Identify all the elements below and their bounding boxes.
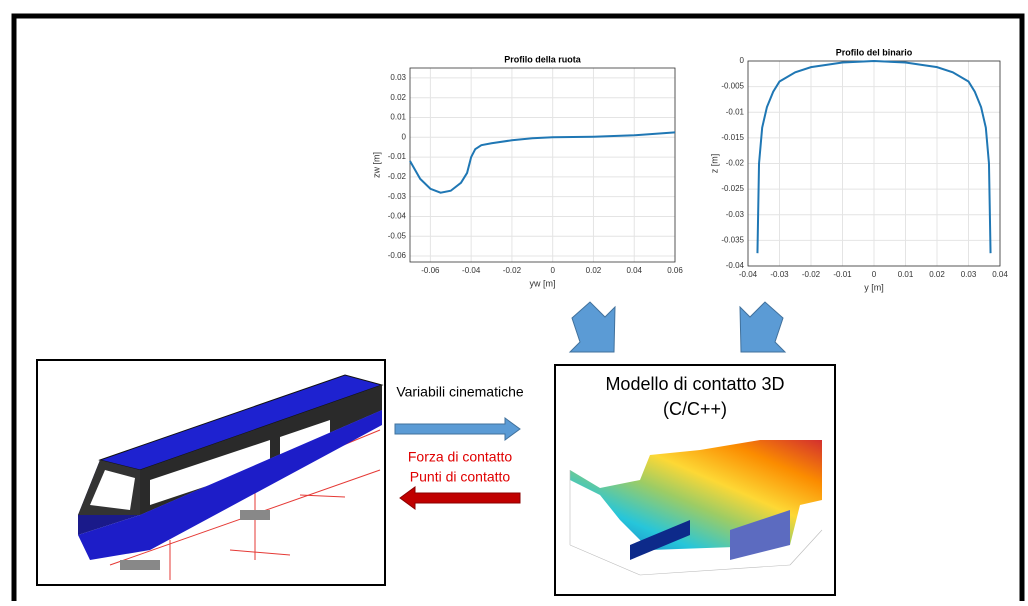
y-tick-label: -0.02 xyxy=(388,172,407,181)
y-tick-label: -0.01 xyxy=(726,107,745,116)
y-tick-label: -0.01 xyxy=(388,152,407,161)
arrow-down xyxy=(570,302,615,352)
y-axis-label: zw [m] xyxy=(371,152,381,178)
x-tick-label: -0.03 xyxy=(770,270,789,279)
y-tick-label: -0.025 xyxy=(721,184,744,193)
x-tick-label: -0.06 xyxy=(421,266,440,275)
arrow-left xyxy=(400,487,520,509)
y-axis-label: z [m] xyxy=(709,154,719,174)
x-tick-label: -0.01 xyxy=(833,270,852,279)
x-tick-label: 0 xyxy=(550,266,555,275)
y-tick-label: -0.035 xyxy=(721,235,744,244)
y-tick-label: -0.03 xyxy=(388,192,407,201)
y-tick-label: 0 xyxy=(740,56,745,65)
x-tick-label: 0 xyxy=(872,270,877,279)
model-subtitle: (C/C++) xyxy=(663,399,727,419)
x-tick-label: 0.02 xyxy=(586,266,602,275)
x-tick-label: 0.02 xyxy=(929,270,945,279)
y-tick-label: -0.015 xyxy=(721,133,744,142)
y-tick-label: -0.04 xyxy=(388,212,407,221)
x-tick-label: -0.02 xyxy=(802,270,821,279)
chart-title: Profilo del binario xyxy=(836,47,913,57)
y-tick-label: 0.01 xyxy=(390,113,406,122)
plot-area xyxy=(410,68,675,262)
label: Variabili cinematiche xyxy=(396,384,524,400)
y-tick-label: -0.03 xyxy=(726,210,745,219)
x-tick-label: -0.04 xyxy=(462,266,481,275)
y-tick-label: -0.04 xyxy=(726,261,745,270)
x-tick-label: 0.04 xyxy=(992,270,1008,279)
y-tick-label: -0.06 xyxy=(388,251,407,260)
train-image xyxy=(37,360,385,585)
y-tick-label: -0.05 xyxy=(388,231,407,240)
arrow-right xyxy=(395,418,520,440)
chart-title: Profilo della ruota xyxy=(504,54,582,64)
x-tick-label: -0.04 xyxy=(739,270,758,279)
x-axis-label: yw [m] xyxy=(530,278,556,288)
x-tick-label: 0.06 xyxy=(667,266,683,275)
arrow-down xyxy=(740,302,785,352)
x-axis-label: y [m] xyxy=(864,282,884,292)
x-tick-label: 0.01 xyxy=(898,270,914,279)
y-tick-label: -0.005 xyxy=(721,82,744,91)
y-tick-label: 0 xyxy=(402,132,407,141)
label: Forza di contatto xyxy=(408,449,512,465)
y-tick-label: 0.02 xyxy=(390,93,406,102)
page: Variabili cinematiche Forza di contatto … xyxy=(0,0,1028,601)
label: Punti di contatto xyxy=(410,469,511,485)
x-tick-label: -0.02 xyxy=(503,266,522,275)
y-tick-label: -0.02 xyxy=(726,159,745,168)
model-title: Modello di contatto 3D xyxy=(605,374,784,394)
x-tick-label: 0.04 xyxy=(626,266,642,275)
x-tick-label: 0.03 xyxy=(961,270,977,279)
y-tick-label: 0.03 xyxy=(390,73,406,82)
